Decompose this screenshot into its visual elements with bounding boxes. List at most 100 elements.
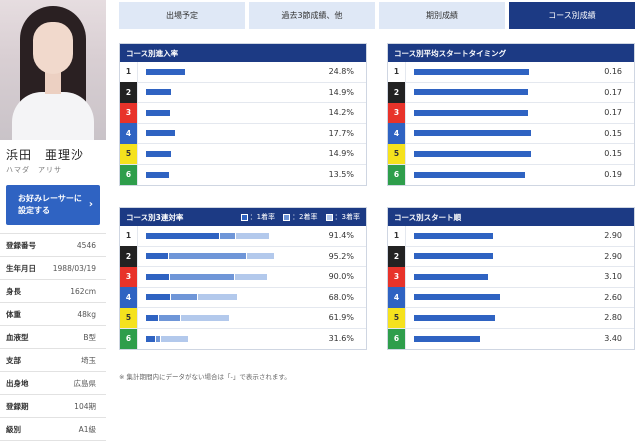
lane-number-5: 5 xyxy=(388,143,406,164)
tab-bar: 出場予定 過去3節成績、他 期別成績 コース別成績 xyxy=(119,2,635,29)
bar-value: 91.4% xyxy=(328,231,354,241)
bar-segment-1 xyxy=(146,314,159,321)
bar-segment-1 xyxy=(146,335,156,342)
panel-course-avg-start-timing: コース別平均スタートタイミング 1 0.16 2 0.17 3 0.17 4 0.15 5… xyxy=(387,43,635,186)
bar xyxy=(146,68,185,75)
profile-value: B型 xyxy=(83,332,96,342)
bar xyxy=(414,253,494,259)
bar-value: 0.15 xyxy=(604,128,622,138)
legend-entry: ：1着率 xyxy=(240,212,275,222)
table-row: 4 17.7% xyxy=(120,123,366,144)
profile-value: 104期 xyxy=(74,401,96,411)
bar xyxy=(414,89,528,95)
bar-value: 2.90 xyxy=(604,231,622,241)
lane-number-1: 1 xyxy=(120,225,138,246)
profile-label: 登録番号 xyxy=(6,240,36,250)
table-row: 6 13.5% xyxy=(120,164,366,185)
bar xyxy=(414,335,480,342)
lane-number-3: 3 xyxy=(388,102,406,123)
bar xyxy=(146,150,171,157)
profile-label: 血液型 xyxy=(6,332,29,342)
lane-number-4: 4 xyxy=(120,123,138,144)
bar xyxy=(146,171,169,178)
bar-segment-1 xyxy=(146,253,169,259)
tab-2[interactable]: 期別成績 xyxy=(379,2,505,29)
tab-3[interactable]: コース別成績 xyxy=(509,2,635,29)
bar-segment-1 xyxy=(146,232,221,239)
lane-number-4: 4 xyxy=(388,287,406,308)
profile-row: 級別 A1級 xyxy=(0,418,106,441)
bar-value: 14.9% xyxy=(328,87,354,97)
bar xyxy=(414,294,500,300)
bar-value: 0.19 xyxy=(604,170,622,180)
profile-value: 4546 xyxy=(76,240,96,250)
panel-course-entry-rate: コース別進入率 1 24.8% 2 14.9% 3 14.2% 4 17.7% 5 14.… xyxy=(119,43,367,186)
profile-row: 出身地 広島県 xyxy=(0,372,106,395)
table-row: 1 2.90 xyxy=(388,225,634,247)
profile-label: 支部 xyxy=(6,355,21,365)
lane-number-6: 6 xyxy=(120,164,138,185)
table-row: 2 2.90 xyxy=(388,246,634,267)
lane-number-4: 4 xyxy=(120,287,138,308)
bar xyxy=(414,273,488,280)
bar-segment-2 xyxy=(158,314,182,321)
bar-value: 2.60 xyxy=(604,292,622,302)
bar-segment-1 xyxy=(146,294,171,300)
bar-segment-2 xyxy=(170,294,198,300)
bar xyxy=(146,89,171,95)
fav-button-label-2: 設定する xyxy=(18,206,50,215)
lane-number-3: 3 xyxy=(120,102,138,123)
tab-1[interactable]: 過去3節成績、他 xyxy=(249,2,375,29)
bar-value: 0.16 xyxy=(604,67,622,77)
bar-value: 3.10 xyxy=(604,272,622,282)
panel-title: コース別平均スタートタイミング xyxy=(388,44,634,62)
table-row: 3 14.2% xyxy=(120,102,366,124)
bar xyxy=(414,232,494,239)
lane-number-6: 6 xyxy=(388,164,406,185)
table-row: 5 14.9% xyxy=(120,143,366,165)
bar-segment-3 xyxy=(236,232,271,239)
table-row: 4 68.0% xyxy=(120,287,366,308)
lane-number-2: 2 xyxy=(120,246,138,267)
racer-profile-table: 登録番号 4546 生年月日 1988/03/19 身長 162cm 体重 48kg 血… xyxy=(0,233,106,441)
profile-row: 登録期 104期 xyxy=(0,395,106,418)
bar-segment-2 xyxy=(155,335,161,342)
profile-value: 162cm xyxy=(70,286,96,296)
table-row: 6 31.6% xyxy=(120,328,366,349)
table-row: 4 0.15 xyxy=(388,123,634,144)
table-row: 6 3.40 xyxy=(388,328,634,349)
profile-row: 支部 埼玉 xyxy=(0,349,106,372)
racer-name-block: 浜田 亜理沙 ハマダ アリサ xyxy=(0,140,106,179)
tab-0[interactable]: 出場予定 xyxy=(119,2,245,29)
table-row: 5 2.80 xyxy=(388,307,634,329)
lane-number-2: 2 xyxy=(120,82,138,103)
table-row: 5 61.9% xyxy=(120,307,366,329)
profile-row: 血液型 B型 xyxy=(0,326,106,349)
table-row: 1 24.8% xyxy=(120,61,366,83)
profile-label: 登録期 xyxy=(6,401,29,411)
profile-row: 生年月日 1988/03/19 xyxy=(0,257,106,280)
bar xyxy=(146,109,170,116)
lane-number-2: 2 xyxy=(388,82,406,103)
bar-segment-3 xyxy=(181,314,231,321)
table-row: 6 0.19 xyxy=(388,164,634,185)
bar-segment-1 xyxy=(146,273,171,280)
lane-number-6: 6 xyxy=(120,328,138,349)
lane-number-1: 1 xyxy=(388,61,406,82)
legend: ：1着率 ：2着率 ：3着率 xyxy=(240,208,360,226)
lane-number-1: 1 xyxy=(120,61,138,82)
bar-value: 2.80 xyxy=(604,313,622,323)
lane-number-6: 6 xyxy=(388,328,406,349)
bar xyxy=(414,68,530,75)
lane-number-3: 3 xyxy=(388,266,406,287)
bar xyxy=(414,314,496,321)
set-favorite-racer-button[interactable]: お好みレーサーに 設定する › xyxy=(6,185,100,225)
main-content: 出場予定 過去3節成績、他 期別成績 コース別成績 コース別進入率 1 24.8% 2 1… xyxy=(106,0,640,443)
bar-value: 14.9% xyxy=(328,149,354,159)
panel-title: コース別3連対率 ：1着率 ：2着率 ：3着率 xyxy=(120,208,366,226)
profile-row: 登録番号 4546 xyxy=(0,234,106,257)
profile-label: 生年月日 xyxy=(6,263,36,273)
bar xyxy=(414,130,531,136)
profile-label: 出身地 xyxy=(6,378,29,388)
profile-value: 埼玉 xyxy=(81,355,96,365)
